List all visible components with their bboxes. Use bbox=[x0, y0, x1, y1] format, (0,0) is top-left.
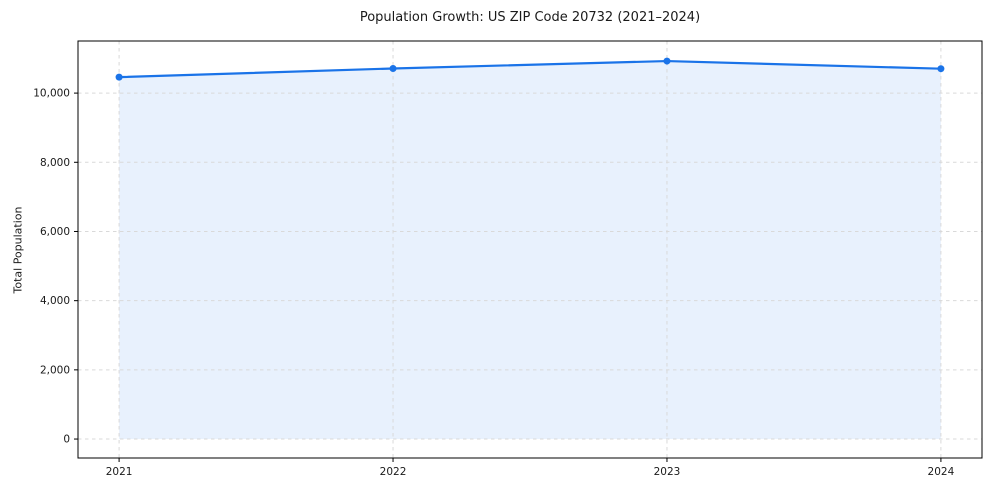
x-tick-label: 2023 bbox=[654, 466, 681, 478]
chart-title: Population Growth: US ZIP Code 20732 (20… bbox=[359, 10, 701, 25]
data-point-marker bbox=[937, 65, 945, 73]
x-tick-label: 2024 bbox=[928, 466, 955, 478]
plot-border bbox=[77, 40, 983, 459]
x-tick-label: 2022 bbox=[380, 466, 407, 478]
y-tick-label: 8,000 bbox=[40, 157, 70, 169]
x-tick-label: 2021 bbox=[106, 466, 133, 478]
area-fill bbox=[119, 61, 941, 440]
y-tick-label: 10,000 bbox=[33, 88, 70, 100]
data-point-marker bbox=[115, 73, 123, 81]
data-point-marker bbox=[389, 64, 397, 72]
data-point-marker bbox=[663, 57, 671, 65]
y-tick-label: 2,000 bbox=[40, 364, 70, 376]
y-tick-label: 0 bbox=[63, 434, 70, 446]
trend-line bbox=[117, 59, 943, 79]
y-axis-label: Total Population bbox=[11, 206, 25, 294]
y-tick-label: 6,000 bbox=[40, 226, 70, 238]
y-tick-label: 4,000 bbox=[40, 295, 70, 307]
